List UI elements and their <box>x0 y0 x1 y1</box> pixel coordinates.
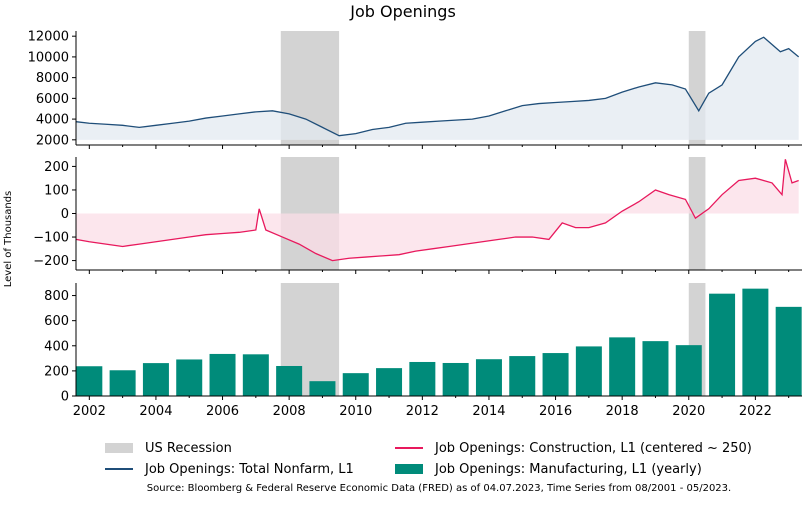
x-tick-label: 2020 <box>672 404 705 419</box>
y-tick-label: 8000 <box>36 71 69 86</box>
y-tick-label: 6000 <box>36 92 69 107</box>
y-tick-label: 600 <box>44 314 69 329</box>
x-tick-label: 2022 <box>739 404 772 419</box>
legend-label-recession: US Recession <box>145 440 232 456</box>
bar-manufacturing <box>242 354 269 396</box>
bar-manufacturing <box>509 356 536 396</box>
bar-manufacturing <box>442 362 469 396</box>
x-tick-label: 2004 <box>139 404 172 419</box>
series-area-construction <box>76 159 799 261</box>
legend-label-total: Job Openings: Total Nonfarm, L1 <box>145 461 354 477</box>
panel-manufacturing: 0 200 400 600 800 2002 2004 2006 2008 2010 2012 201… <box>44 283 802 419</box>
chart-panels: 20004000600080001000012000−200−100010020… <box>28 30 802 419</box>
bar-manufacturing <box>609 337 636 396</box>
y-tick-label: 200 <box>44 160 69 175</box>
panel-total: 2000 4000 6000 8000 10000 12000 <box>28 30 802 149</box>
legend-item-manufacturing: Job Openings: Manufacturing, L1 (yearly) <box>395 461 702 477</box>
bar-manufacturing <box>542 353 569 396</box>
chart-title: Job Openings <box>350 2 456 21</box>
legend-label-construction: Job Openings: Construction, L1 (centered… <box>435 440 752 456</box>
x-tick-label: 2002 <box>73 404 106 419</box>
legend-item-total: Job Openings: Total Nonfarm, L1 <box>105 461 354 477</box>
y-tick-label: 2000 <box>36 133 69 148</box>
bar-manufacturing <box>409 361 436 396</box>
chart-canvas: 20004000600080001000012000−200−100010020… <box>3 30 802 419</box>
legend-swatch-total <box>105 468 133 470</box>
series-line-construction <box>75 159 799 262</box>
bar-manufacturing <box>742 288 769 396</box>
y-tick-label: 400 <box>44 339 69 354</box>
legend-swatch-construction <box>395 447 423 449</box>
y-tick-label: 10000 <box>28 50 69 65</box>
legend-item-construction: Job Openings: Construction, L1 (centered… <box>395 440 752 456</box>
source-note: Source: Bloomberg & Federal Reserve Econ… <box>146 483 732 494</box>
bar-manufacturing <box>176 359 203 396</box>
x-tick-label: 2016 <box>539 404 572 419</box>
y-axis-label: Level of Thousands <box>3 191 14 288</box>
y-tick-label: 0 <box>61 207 69 222</box>
bar-manufacturing <box>76 366 103 396</box>
bar-manufacturing <box>675 345 702 396</box>
x-tick-label: 2018 <box>606 404 639 419</box>
bar-manufacturing <box>342 373 369 396</box>
panel-construction: −200 −100 0 100 200 <box>33 157 802 274</box>
bar-manufacturing <box>642 341 669 396</box>
bar-manufacturing <box>575 346 602 396</box>
legend-swatch-recession <box>105 443 133 453</box>
bar-manufacturing <box>276 365 303 396</box>
y-tick-label: 0 <box>61 390 69 405</box>
x-tick-label: 2014 <box>472 404 505 419</box>
x-tick-label: 2012 <box>406 404 439 419</box>
legend: US Recession Job Openings: Total Nonfarm… <box>0 438 806 478</box>
y-tick-label: 200 <box>44 364 69 379</box>
bar-manufacturing <box>475 359 502 396</box>
bar-manufacturing <box>109 370 136 396</box>
y-tick-label: 12000 <box>28 30 69 45</box>
y-tick-label: 800 <box>44 289 69 304</box>
x-tick-label: 2010 <box>339 404 372 419</box>
series-area-total <box>76 37 799 140</box>
legend-label-manufacturing: Job Openings: Manufacturing, L1 (yearly) <box>435 461 702 477</box>
bar-manufacturing <box>209 353 236 396</box>
bar-manufacturing <box>376 368 403 396</box>
bar-manufacturing <box>775 306 802 396</box>
bar-manufacturing <box>309 381 336 396</box>
y-tick-label: 4000 <box>36 113 69 128</box>
y-tick-label: 100 <box>44 183 69 198</box>
bar-manufacturing <box>142 363 169 396</box>
y-tick-label: −100 <box>33 231 69 246</box>
bar-manufacturing <box>709 293 736 396</box>
x-tick-label: 2006 <box>206 404 239 419</box>
series-line-total <box>75 36 800 137</box>
y-tick-label: −200 <box>33 254 69 269</box>
legend-item-recession: US Recession <box>105 440 232 456</box>
legend-swatch-manufacturing <box>395 464 423 474</box>
x-tick-label: 2008 <box>273 404 306 419</box>
